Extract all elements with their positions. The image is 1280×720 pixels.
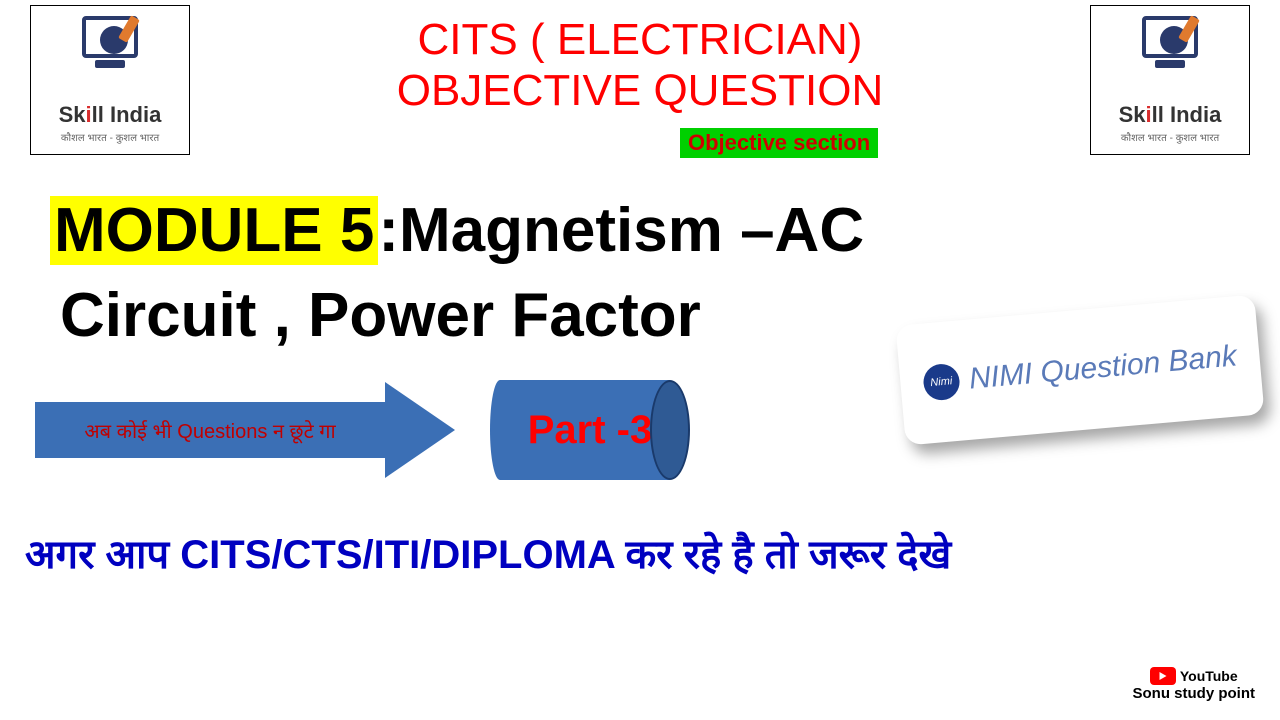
cylinder-right-cap <box>650 380 690 480</box>
nimi-text: NIMI Question Bank <box>968 339 1238 396</box>
youtube-label: YouTube <box>1180 668 1238 684</box>
logo-brand: Skill India <box>59 102 162 128</box>
logo-icon <box>75 16 145 86</box>
arrow-callout: अब कोई भी Questions न छूटे गा <box>35 395 455 465</box>
header-line2: OBJECTIVE QUESTION <box>290 66 990 117</box>
nimi-circle-icon: Nimi <box>922 363 961 402</box>
logo-tagline: कौशल भारत - कुशल भारत <box>61 130 159 144</box>
nimi-question-bank-card: Nimi NIMI Question Bank <box>895 295 1264 446</box>
arrow-text: अब कोई भी Questions न छूटे गा <box>35 402 385 458</box>
logo-icon <box>1135 16 1205 86</box>
module-title-line1: MODULE 5:Magnetism –AC <box>50 195 864 266</box>
brand-post: ll India <box>1152 102 1222 127</box>
objective-section-badge: Objective section <box>680 128 878 158</box>
header-title: CITS ( ELECTRICIAN) OBJECTIVE QUESTION <box>290 15 990 116</box>
brand-post: ll India <box>92 102 162 127</box>
module-highlight: MODULE 5 <box>50 196 378 265</box>
module-rest: :Magnetism –AC <box>378 196 864 265</box>
youtube-icon <box>1150 667 1176 685</box>
arrow-head-icon <box>385 382 455 478</box>
bottom-callout-text: अगर आप CITS/CTS/ITI/DIPLOMA कर रहे है तो… <box>25 525 1255 580</box>
channel-name: Sonu study point <box>1133 685 1255 702</box>
part-label: Part -3 <box>510 380 670 480</box>
logo-tagline: कौशल भारत - कुशल भारत <box>1121 130 1219 144</box>
youtube-channel-block: YouTube Sonu study point <box>1133 667 1255 702</box>
skill-india-logo-right: Skill India कौशल भारत - कुशल भारत <box>1090 5 1250 155</box>
brand-pre: Sk <box>1119 102 1146 127</box>
header-line1: CITS ( ELECTRICIAN) <box>290 15 990 66</box>
module-title-line2: Circuit , Power Factor <box>60 280 701 351</box>
part-cylinder: Part -3 <box>490 380 720 480</box>
logo-brand: Skill India <box>1119 102 1222 128</box>
brand-pre: Sk <box>59 102 86 127</box>
skill-india-logo-left: Skill India कौशल भारत - कुशल भारत <box>30 5 190 155</box>
